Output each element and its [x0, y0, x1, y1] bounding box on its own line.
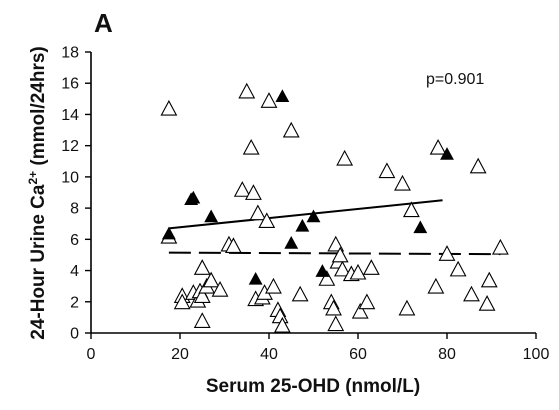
y-axis-title-suffix: (mmol/24hrs) — [28, 46, 49, 171]
open-triangle-point — [438, 245, 456, 261]
open-triangle-point — [242, 138, 260, 155]
panel-letter: A — [94, 8, 113, 38]
filled-triangle-point — [161, 226, 176, 240]
open-triangle-point — [193, 259, 211, 275]
open-triangle-point — [249, 204, 267, 221]
open-triangle-point — [318, 270, 336, 286]
open-triangle-point — [480, 271, 498, 288]
y-tick-label: 8 — [70, 201, 79, 218]
filled-triangle-point — [413, 220, 428, 234]
filled-triangle-point — [315, 264, 330, 277]
y-tick-label: 16 — [61, 76, 79, 93]
filled-triangle-point — [284, 236, 299, 249]
open-triangle-point — [273, 316, 291, 333]
open-triangle-point — [358, 293, 376, 310]
x-tick-label: 80 — [438, 346, 456, 363]
y-axis-title-superscript: 2+ — [26, 171, 40, 185]
y-ticks: 0 2 4 6 8 10 12 14 16 18 — [61, 45, 91, 343]
open-triangle-point — [331, 246, 349, 263]
x-tick-label: 20 — [171, 346, 189, 363]
open-triangle-point — [469, 157, 487, 174]
open-triangle-point — [291, 285, 309, 302]
y-axis-title: 24-Hour Urine Ca2+ (mmol/24hrs) — [26, 46, 49, 339]
x-tick-label: 40 — [260, 346, 278, 363]
open-triangle-point — [463, 285, 480, 302]
filled-triangle-point — [295, 218, 310, 232]
open-triangle-point — [449, 260, 467, 277]
y-axis-title-prefix: 24-Hour Urine Ca — [28, 184, 49, 340]
open-triangle-point — [349, 263, 367, 280]
open-triangle-point — [478, 295, 496, 311]
open-triangle-point — [327, 235, 345, 252]
filled-triangle-point — [440, 147, 454, 160]
open-triangle-point — [327, 315, 345, 332]
filled-triangle-point — [204, 209, 219, 223]
y-tick-label: 4 — [70, 263, 79, 280]
x-ticks: 0 20 40 60 80 100 — [87, 333, 550, 363]
y-tick-label: 14 — [61, 107, 79, 124]
p-value-annotation: p=0.901 — [426, 71, 484, 88]
data-points — [160, 82, 509, 333]
y-tick-label: 6 — [70, 232, 79, 249]
open-triangle-point — [202, 271, 220, 288]
open-triangle-point — [351, 302, 369, 319]
open-triangle-point — [160, 99, 178, 116]
open-triangle-point — [325, 299, 342, 316]
open-triangle-point — [362, 259, 380, 275]
filled-triangle-point — [306, 209, 321, 223]
open-triangle-point — [233, 181, 251, 197]
y-tick-label: 12 — [61, 138, 79, 155]
open-triangle-point — [336, 149, 354, 166]
open-triangle-point — [265, 277, 282, 294]
solid-fit-line — [168, 199, 443, 230]
x-tick-label: 0 — [87, 346, 96, 363]
open-triangle-point — [402, 201, 420, 218]
filled-triangle-point — [248, 271, 263, 285]
y-tick-label: 0 — [70, 326, 79, 343]
open-triangle-point — [334, 260, 351, 277]
filled-triangle-point — [186, 190, 201, 204]
open-triangle-point — [260, 92, 278, 108]
y-tick-label: 2 — [70, 294, 79, 311]
open-triangle-point — [282, 121, 300, 138]
open-triangle-point — [193, 312, 211, 328]
open-triangle-point — [394, 174, 411, 191]
y-tick-label: 18 — [61, 45, 79, 62]
axes — [90, 52, 536, 334]
open-triangle-point — [398, 299, 416, 316]
open-triangle-point — [238, 82, 256, 99]
x-axis-title: Serum 25-OHD (nmol/L) — [206, 376, 420, 397]
x-tick-label: 60 — [349, 346, 367, 363]
open-triangle-point — [211, 281, 229, 297]
open-triangle-point — [245, 184, 262, 200]
open-triangle-point — [378, 162, 396, 179]
open-triangle-point — [224, 237, 242, 254]
filled-triangle-point — [275, 89, 290, 103]
y-tick-label: 10 — [61, 169, 79, 186]
open-triangle-point — [491, 238, 509, 255]
x-tick-label: 100 — [523, 346, 550, 363]
open-triangle-point — [173, 293, 191, 310]
open-triangle-point — [429, 138, 447, 155]
open-triangle-point — [427, 277, 445, 294]
open-triangle-point — [258, 212, 276, 229]
open-triangle-point — [193, 287, 211, 303]
